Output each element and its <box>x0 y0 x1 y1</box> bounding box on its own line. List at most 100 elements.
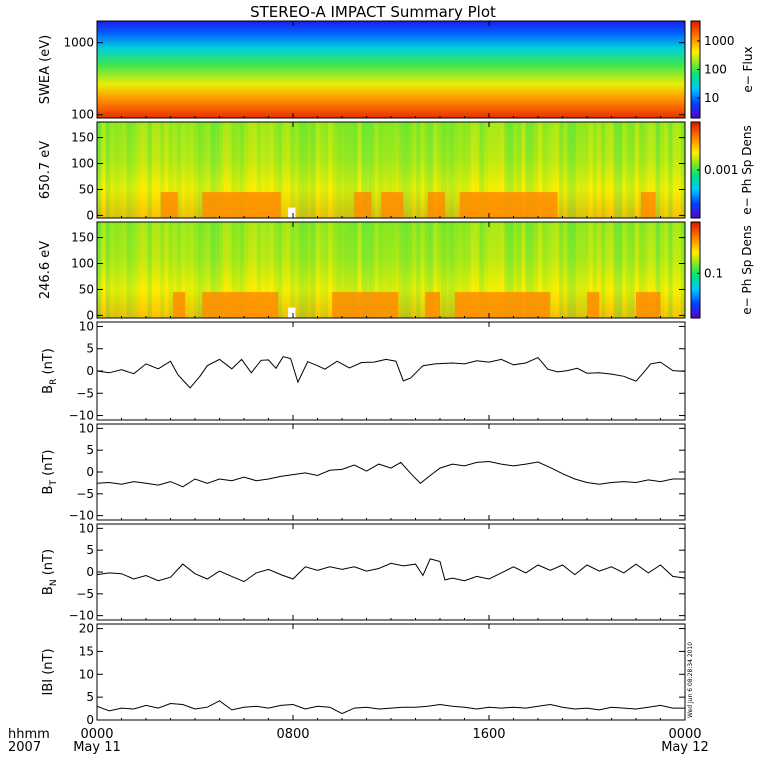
heatmap-strip <box>101 222 106 318</box>
heatmap-strip <box>198 222 203 318</box>
y-label-sub: N <box>49 579 59 586</box>
heatmap-strip <box>408 122 413 218</box>
heatmap-strip <box>147 222 152 318</box>
heatmap-strip <box>416 222 421 318</box>
heatmap-strip <box>324 222 329 318</box>
heatmap-strip <box>559 122 564 218</box>
heatmap-strip <box>97 222 102 318</box>
series-line <box>97 701 685 714</box>
y-label-main: B <box>41 486 56 495</box>
heatmap-strip <box>412 122 417 218</box>
heatmap-strip <box>189 222 194 318</box>
heatmap-strip <box>110 222 115 318</box>
y-label-main: B <box>41 586 56 595</box>
heatmap-enhancement <box>587 292 599 318</box>
heatmap-strip <box>668 122 673 218</box>
heatmap-strip <box>131 122 136 218</box>
y-tick-label: 150 <box>71 231 94 245</box>
y-tick-label: 50 <box>79 282 94 296</box>
heatmap-strip <box>152 222 157 318</box>
heatmap-strip <box>345 122 350 218</box>
heatmap-strip <box>408 222 413 318</box>
y-axis-label: SWEA (eV) <box>38 35 53 104</box>
heatmap-strip <box>580 222 585 318</box>
heatmap-strip <box>135 222 140 318</box>
heatmap-strip <box>328 222 333 318</box>
series-line <box>97 357 685 388</box>
heatmap-strip <box>584 122 589 218</box>
panel-frame <box>97 322 685 420</box>
heatmap-strip <box>420 122 425 218</box>
heatmap-strip <box>164 222 169 318</box>
heatmap-enhancement <box>460 192 558 218</box>
y-tick-label: 150 <box>71 131 94 145</box>
x-tick-sublabel: May 12 <box>661 740 709 755</box>
y-tick-label: −10 <box>69 609 94 623</box>
x-axis-row2-label: 2007 <box>8 740 41 755</box>
heatmap-enhancement <box>354 192 371 218</box>
heatmap-strip <box>168 222 173 318</box>
heatmap-strip <box>399 222 404 318</box>
heatmap-strip <box>555 222 560 318</box>
heatmap-strip <box>299 122 304 218</box>
heatmap-strip <box>609 122 614 218</box>
heatmap-strip <box>311 122 316 218</box>
colorbar-tick-label: 10 <box>704 91 719 105</box>
y-axis-label: BN (nT) <box>41 549 59 595</box>
x-tick-label: 1600 <box>472 727 505 742</box>
heatmap-strip <box>626 222 631 318</box>
x-tick-label: 0800 <box>276 727 309 742</box>
y-label-unit: (nT) <box>41 549 56 579</box>
heatmap-strip <box>307 222 312 318</box>
heatmap-strip <box>450 222 455 318</box>
panel-frame <box>97 424 685 520</box>
heatmap-strip <box>131 222 136 318</box>
y-tick-label: 0 <box>86 208 94 222</box>
colorbar-tick-label: 0.1 <box>704 266 723 280</box>
heatmap-strip <box>311 222 316 318</box>
colorbar-label: e− Flux <box>741 46 755 92</box>
y-tick-label: 1000 <box>63 36 94 50</box>
heatmap-strip <box>328 122 333 218</box>
heatmap-strip <box>315 222 320 318</box>
heatmap-strip <box>126 122 131 218</box>
heatmap-strip <box>143 222 148 318</box>
heatmap-strip <box>614 222 619 318</box>
y-tick-label: 10 <box>79 667 94 681</box>
heatmap-strip <box>294 122 299 218</box>
heatmap-strip <box>156 222 161 318</box>
heatmap-strip <box>630 122 635 218</box>
y-label-unit: (nT) <box>41 348 56 378</box>
heatmap-strip <box>404 222 409 318</box>
heatmap-strip <box>315 122 320 218</box>
heatmap-strip <box>601 122 606 218</box>
heatmap-strip <box>572 122 577 218</box>
heatmap-strip <box>660 122 665 218</box>
y-tick-label: 20 <box>79 622 94 636</box>
heatmap-strip <box>110 122 115 218</box>
heatmap-strip <box>336 122 341 218</box>
heatmap-strip <box>559 222 564 318</box>
heatmap-enhancement <box>161 192 178 218</box>
heatmap-enhancement <box>425 292 440 318</box>
heatmap-strip <box>122 122 127 218</box>
panel-frame <box>97 524 685 620</box>
heatmap-strip <box>156 122 161 218</box>
heatmap-strip <box>576 122 581 218</box>
heatmap-strip <box>114 222 119 318</box>
heatmap-strip <box>290 222 295 318</box>
heatmap-strip <box>118 222 123 318</box>
heatmap-strip <box>160 222 165 318</box>
heatmap-strip <box>677 122 682 218</box>
colorbar <box>691 222 700 318</box>
heatmap-strip <box>198 122 203 218</box>
y-tick-label: −5 <box>76 487 94 501</box>
heatmap-strip <box>664 122 669 218</box>
heatmap-enhancement <box>428 192 445 218</box>
heatmap-strip <box>341 122 346 218</box>
y-tick-label: 100 <box>71 157 94 171</box>
y-tick-label: 50 <box>79 182 94 196</box>
series-line <box>97 462 685 487</box>
